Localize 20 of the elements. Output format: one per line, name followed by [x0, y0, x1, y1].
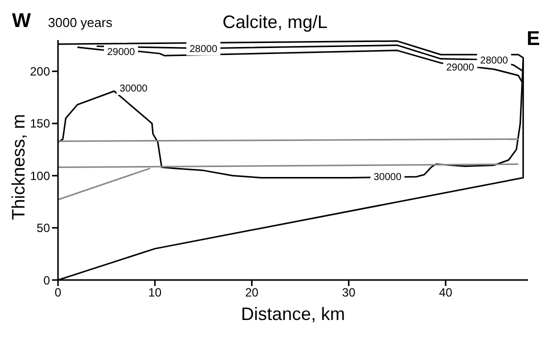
annotation: 29000 [107, 46, 136, 58]
annotation: 29000 [446, 62, 475, 74]
y-tick-label: 200 [30, 64, 50, 79]
x-tick-label: 30 [342, 286, 356, 300]
y-tick-label: 150 [30, 116, 50, 131]
y-axis-title: Thickness, m [8, 114, 28, 220]
y-tick-label: 100 [30, 168, 50, 183]
text: W [12, 10, 31, 33]
x-axis-title: Distance, km [240, 304, 346, 324]
annotation: 30000 [120, 84, 148, 94]
x-tick-label: 20 [245, 286, 259, 300]
y-tick-label: 0 [43, 273, 50, 288]
x-tick-label: 10 [148, 286, 162, 300]
annotation: 30000 [374, 172, 402, 184]
annotation: E [526, 28, 540, 51]
x-tick-label: 0 [54, 286, 62, 300]
chart-title: Calcite, mg/L [222, 12, 328, 32]
text: 3000 years [48, 15, 112, 30]
y-tick-label: 50 [36, 221, 50, 236]
x-tick-label: 40 [438, 286, 453, 300]
